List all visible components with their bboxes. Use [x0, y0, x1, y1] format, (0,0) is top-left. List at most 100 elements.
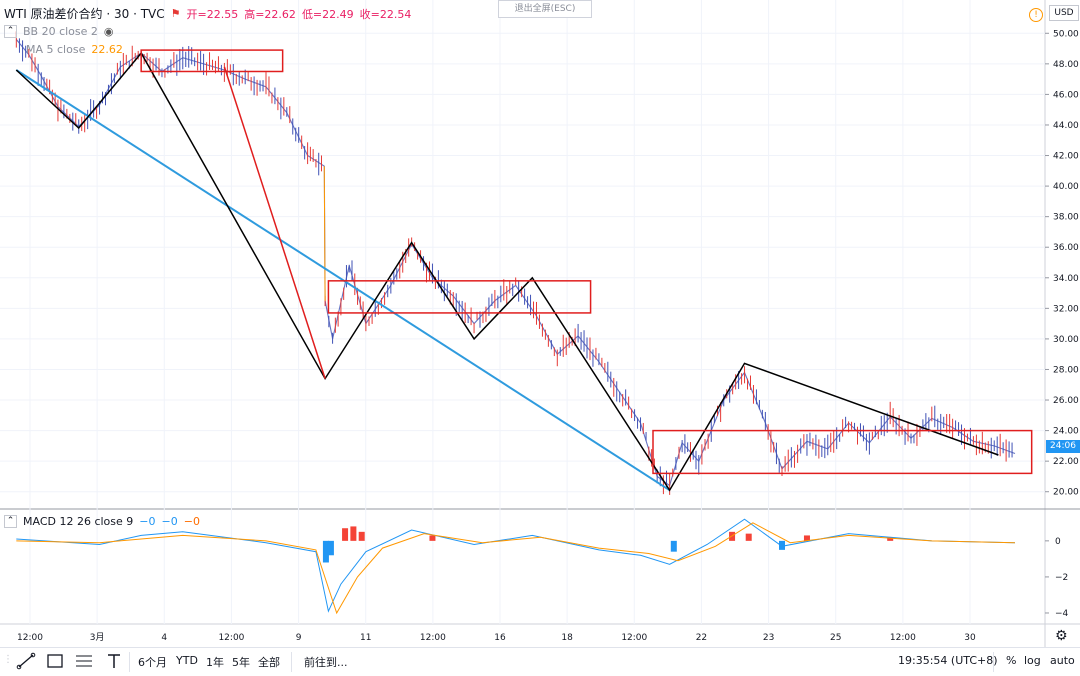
macd-histogram-bar — [779, 540, 785, 550]
y-tick-label: 38.00 — [1053, 213, 1079, 223]
rectangle-tool-icon[interactable] — [45, 652, 65, 670]
auto-toggle[interactable]: auto — [1050, 654, 1075, 667]
range-1y-button[interactable]: 1年 — [206, 656, 224, 669]
y-tick-label: 46.00 — [1053, 90, 1079, 100]
macd-label: MACD 12 26 close 9 — [23, 515, 134, 528]
macd-histogram-bar — [322, 540, 329, 563]
x-tick-label: 30 — [964, 633, 976, 643]
y-tick-label: 44.00 — [1053, 121, 1079, 131]
macd-signal-line — [16, 522, 1016, 615]
macd-line — [16, 518, 1016, 613]
y-tick-label: 20.00 — [1053, 488, 1079, 498]
y-tick-label: 30.00 — [1053, 335, 1079, 345]
x-tick-label: 4 — [161, 633, 167, 643]
red-range-box — [652, 429, 1033, 475]
low-value: 低=22.49 — [301, 7, 354, 21]
bb-legend[interactable]: ⌃ BB 20 close 2 ◉ — [4, 25, 114, 38]
macd-histogram-bar — [350, 526, 357, 541]
trendline-tool-icon[interactable] — [16, 652, 36, 670]
x-tick-label: 22 — [696, 633, 707, 643]
price-line — [15, 39, 1016, 487]
range-all-button[interactable]: 全部 — [258, 656, 280, 669]
goto-date-button[interactable]: 前往到... — [304, 656, 348, 669]
drag-handle-icon[interactable]: ⋮ — [3, 654, 13, 665]
price-series — [15, 31, 1016, 495]
fib-tool-icon[interactable] — [74, 652, 94, 670]
macd-value-1: −0 — [139, 515, 156, 528]
percent-toggle[interactable]: % — [1006, 654, 1017, 667]
ma-gap-line — [323, 166, 326, 301]
text-tool-icon[interactable] — [104, 652, 124, 670]
range-6m-button[interactable]: 6个月 — [138, 656, 167, 669]
macd-histogram-bar — [429, 535, 436, 541]
black-zigzag — [15, 51, 999, 492]
macd-legend[interactable]: ⌃ MACD 12 26 close 9 −0 −0 −0 — [4, 515, 200, 528]
symbol-legend[interactable]: WTI 原油差价合约 · 30 · TVC ⚑ 开=22.55 高=22.62 … — [4, 5, 411, 22]
open-value: 开=22.55 — [186, 7, 239, 21]
range-ytd-button[interactable]: YTD — [176, 654, 198, 667]
x-tick-label: 12:00 — [17, 633, 43, 643]
price-axis: 20.00 22.00 24.00 26.00 28.00 30.00 32.00 34.00… — [1045, 29, 1079, 498]
macd-histogram-bar — [887, 537, 894, 541]
close-value: 收=22.54 — [359, 7, 412, 21]
macd-value-3: −0 — [183, 515, 200, 528]
divider — [291, 652, 292, 672]
x-tick-label: 11 — [360, 633, 371, 643]
y-tick-label: 48.00 — [1053, 60, 1079, 70]
macd-y-tick-label: −4 — [1055, 609, 1069, 619]
macd-y-tick-label: −2 — [1055, 573, 1068, 583]
bottom-toolbar: ⋮ 6个月 YTD 1年 5年 全部 前往到... 19:35:54 (UTC+… — [0, 647, 1080, 676]
x-tick-label: 12:00 — [890, 633, 916, 643]
gridlines — [0, 0, 1080, 647]
y-tick-label: 34.00 — [1053, 274, 1079, 284]
macd-value-2: −0 — [161, 515, 178, 528]
drawing-annotations — [15, 49, 1033, 492]
divider — [993, 652, 994, 672]
chart-canvas[interactable]: 20.00 22.00 24.00 26.00 28.00 30.00 32.00 34.00… — [0, 0, 1080, 647]
exit-fullscreen-button[interactable]: 退出全屏(ESC) — [498, 0, 592, 18]
y-tick-label: 32.00 — [1053, 304, 1079, 314]
x-tick-label: 18 — [561, 633, 573, 643]
macd-pane: 0 −2 −4 — [16, 518, 1069, 619]
y-tick-label: 36.00 — [1053, 243, 1079, 253]
macd-histogram-bar — [358, 531, 365, 541]
ma-value: 22.62 — [91, 43, 123, 56]
ma-legend[interactable]: MA 5 close 22.62 — [26, 43, 123, 56]
y-tick-label: 42.00 — [1053, 152, 1079, 162]
macd-histogram-bar — [803, 535, 810, 541]
current-price-tag: 24:06 — [1046, 440, 1080, 453]
settings-gear-icon[interactable]: ⚙ — [1055, 628, 1068, 644]
symbol-title: WTI 原油差价合约 · 30 · TVC — [4, 7, 165, 21]
macd-histogram-bar — [670, 540, 677, 552]
x-tick-label: 12:00 — [621, 633, 647, 643]
x-tick-label: 9 — [296, 633, 302, 643]
x-tick-label: 12:00 — [420, 633, 446, 643]
macd-histogram-bar — [327, 540, 334, 556]
collapse-icon[interactable]: ⌃ — [4, 515, 17, 528]
time-axis: 12:00 3月 4 12:00 9 11 12:00 16 18 12:00 22 23 25 12:0… — [17, 632, 976, 643]
x-tick-label: 16 — [494, 633, 506, 643]
clock-display[interactable]: 19:35:54 (UTC+8) — [898, 654, 998, 667]
x-tick-label: 3月 — [90, 632, 105, 643]
red-zigzag — [223, 66, 326, 379]
y-tick-label: 26.00 — [1053, 396, 1079, 406]
high-value: 高=22.62 — [244, 7, 296, 21]
x-tick-label: 12:00 — [218, 633, 244, 643]
flag-icon[interactable]: ⚑ — [170, 7, 181, 20]
y-tick-label: 22.00 — [1053, 457, 1079, 467]
red-range-box — [140, 49, 284, 73]
bb-label: BB 20 close 2 — [23, 25, 98, 38]
y-tick-label: 50.00 — [1053, 29, 1079, 39]
collapse-icon[interactable]: ⌃ — [4, 25, 17, 38]
currency-label[interactable]: USD — [1049, 5, 1079, 21]
red-range-box — [327, 280, 592, 314]
eye-icon[interactable]: ◉ — [103, 25, 114, 38]
macd-y-tick-label: 0 — [1055, 537, 1061, 547]
ma-label: MA 5 close — [26, 43, 86, 56]
y-tick-label: 24.00 — [1053, 427, 1079, 437]
divider — [129, 652, 130, 672]
log-toggle[interactable]: log — [1024, 654, 1041, 667]
range-5y-button[interactable]: 5年 — [232, 656, 250, 669]
x-tick-label: 25 — [830, 633, 841, 643]
alert-icon[interactable]: ! — [1029, 8, 1043, 22]
